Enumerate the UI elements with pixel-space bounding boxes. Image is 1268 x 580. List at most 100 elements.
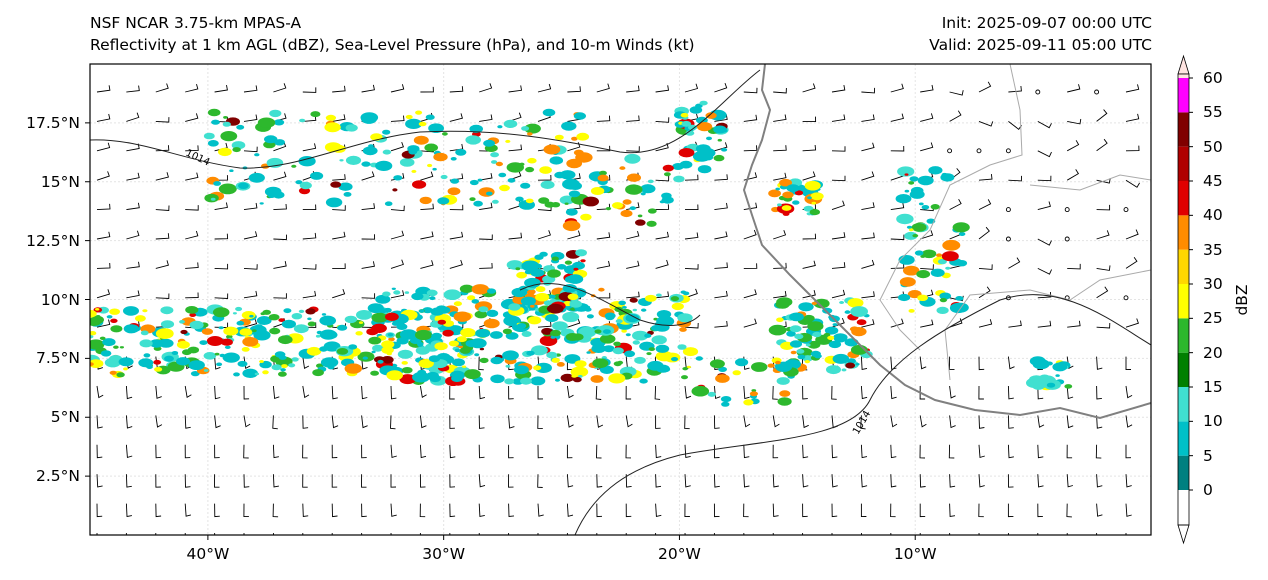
reflectivity-cell <box>562 220 581 232</box>
wind-barb <box>508 232 523 240</box>
reflectivity-cell <box>199 340 208 345</box>
reflectivity-cell <box>644 333 652 338</box>
wind-barb <box>861 142 875 152</box>
reflectivity-cell <box>417 344 423 347</box>
calm-wind-marker <box>1005 148 1011 154</box>
wind-barb <box>1066 169 1080 181</box>
wind-barb <box>743 415 751 428</box>
wind-barb <box>1125 385 1133 399</box>
wind-barb <box>773 230 787 240</box>
wind-barb <box>125 503 132 518</box>
reflectivity-cell <box>621 329 627 333</box>
wind-barb <box>1096 322 1111 329</box>
reflectivity-cell <box>427 163 433 168</box>
reflectivity-cell <box>637 214 643 218</box>
reflectivity-cell <box>179 320 185 324</box>
reflectivity-cell <box>391 287 396 290</box>
wind-barb <box>566 444 573 459</box>
reflectivity-cell <box>768 189 781 198</box>
wind-barb <box>126 85 140 93</box>
wind-barb <box>185 83 199 93</box>
reflectivity-cell <box>715 374 730 383</box>
reflectivity-cell <box>921 249 937 259</box>
wind-barb <box>978 81 992 93</box>
reflectivity-cell <box>823 332 831 338</box>
wind-barb <box>861 319 875 328</box>
reflectivity-cell <box>367 303 384 313</box>
reflectivity-cell <box>844 310 851 314</box>
reflectivity-cell <box>460 328 476 338</box>
reflectivity-cell <box>594 329 602 334</box>
wind-barb <box>743 145 758 152</box>
reflectivity-cell <box>580 259 586 263</box>
reflectivity-cell <box>776 297 793 307</box>
wind-barb <box>860 444 868 459</box>
wind-barb <box>773 291 787 299</box>
wind-barb <box>96 385 104 399</box>
reflectivity-cell <box>495 161 503 167</box>
reflectivity-cell <box>281 364 288 369</box>
wind-barb <box>478 385 486 400</box>
reflectivity-cell <box>253 330 271 341</box>
reflectivity-cell <box>567 274 584 284</box>
reflectivity-cell <box>437 319 446 325</box>
wind-barb <box>96 85 111 93</box>
wind-barb <box>802 260 816 269</box>
valid-time: Valid: 2025-09-11 05:00 UTC <box>929 36 1152 54</box>
wind-barb <box>860 503 867 518</box>
wind-barb <box>184 474 191 488</box>
wind-barb <box>1096 503 1103 517</box>
reflectivity-cell <box>190 371 200 377</box>
wind-barb <box>479 173 493 181</box>
reflectivity-cell <box>222 121 231 127</box>
wind-barb <box>978 319 993 328</box>
wind-barb <box>96 474 103 488</box>
reflectivity-cell <box>443 289 462 301</box>
reflectivity-cell <box>673 175 685 183</box>
wind-barb <box>155 260 169 269</box>
wind-barb <box>626 146 640 152</box>
wind-barb <box>332 114 346 122</box>
reflectivity-cell <box>527 132 533 136</box>
wind-barb <box>302 356 310 369</box>
reflectivity-cell <box>721 148 728 152</box>
reflectivity-cell <box>415 346 430 355</box>
lat-tick-label: 5°N <box>50 408 80 427</box>
wind-barb <box>273 234 287 241</box>
reflectivity-cell <box>109 308 120 315</box>
reflectivity-cell <box>564 202 569 205</box>
reflectivity-cell <box>958 232 966 236</box>
wind-barb <box>890 234 905 241</box>
reflectivity-cell <box>399 374 417 385</box>
wind-barb <box>978 444 985 458</box>
reflectivity-cell <box>578 326 597 338</box>
reflectivity-cell <box>171 351 179 355</box>
wind-barb <box>185 205 199 211</box>
reflectivity-cell <box>469 179 479 186</box>
wind-barb <box>743 202 758 211</box>
wind-barb <box>361 293 376 299</box>
reflectivity-cell <box>464 369 481 380</box>
wind-barb <box>890 385 897 400</box>
wind-barb <box>566 385 574 399</box>
wind-barb <box>655 444 662 459</box>
reflectivity-cell <box>223 326 239 336</box>
wind-barb <box>125 474 132 488</box>
wind-barb <box>449 143 464 152</box>
reflectivity-cell <box>804 360 810 364</box>
wind-barb <box>302 143 317 152</box>
wind-barb <box>1096 265 1111 271</box>
wind-barb <box>478 415 485 429</box>
wind-barb <box>478 444 485 459</box>
wind-barb <box>684 474 691 488</box>
wind-barb <box>272 503 279 518</box>
reflectivity-cell <box>490 374 505 384</box>
wind-barb <box>831 146 846 152</box>
reflectivity-cell <box>273 119 285 126</box>
wind-barb <box>361 234 376 240</box>
reflectivity-cell <box>1064 384 1073 389</box>
reflectivity-cell <box>176 357 190 366</box>
wind-barb <box>655 231 669 240</box>
reflectivity-cell <box>625 333 631 337</box>
wind-barb <box>802 503 808 518</box>
